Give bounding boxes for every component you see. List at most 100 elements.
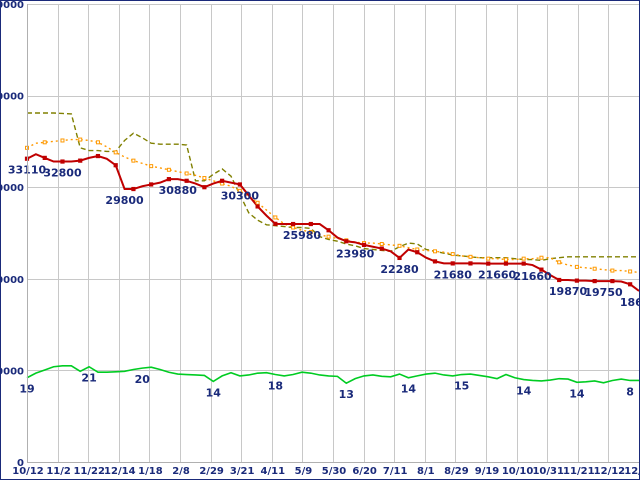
x-axis-tick-label: 8/1 bbox=[417, 466, 435, 477]
x-axis-tick-label: 1/18 bbox=[138, 466, 163, 477]
data-point-marker bbox=[273, 221, 278, 226]
data-point-marker bbox=[255, 200, 260, 205]
data-point-marker bbox=[60, 159, 65, 164]
data-point-marker bbox=[78, 158, 83, 163]
data-point-marker bbox=[610, 278, 615, 284]
data-point-label: 21680 bbox=[434, 268, 473, 281]
x-axis-tick-label: 10/12 bbox=[12, 466, 44, 477]
series-line-upper-band bbox=[27, 112, 639, 262]
data-point-label: 14 bbox=[569, 387, 585, 400]
data-point-label: 15 bbox=[454, 380, 469, 393]
data-point-label: 23980 bbox=[336, 247, 375, 260]
data-point-marker bbox=[521, 261, 526, 266]
data-point-marker bbox=[131, 186, 136, 192]
data-point-marker bbox=[308, 230, 313, 235]
x-axis-tick-label: 7/11 bbox=[383, 466, 408, 477]
data-point-label: 18 bbox=[268, 380, 283, 393]
data-point-marker bbox=[326, 228, 331, 233]
data-point-marker bbox=[113, 163, 118, 168]
series-line-mid-band bbox=[26, 138, 640, 274]
data-point-marker bbox=[60, 138, 65, 143]
data-point-label: 22280 bbox=[380, 263, 419, 276]
data-point-label: 18680 bbox=[620, 296, 640, 309]
data-point-marker bbox=[539, 267, 544, 272]
data-point-label: 21660 bbox=[478, 269, 517, 282]
data-point-marker bbox=[95, 153, 101, 159]
data-point-marker bbox=[468, 261, 473, 266]
data-point-marker bbox=[503, 261, 509, 266]
data-point-marker bbox=[610, 268, 615, 273]
data-point-marker bbox=[184, 178, 189, 183]
data-point-marker bbox=[539, 255, 544, 260]
data-point-marker bbox=[486, 256, 491, 261]
data-point-marker bbox=[237, 188, 242, 193]
data-point-marker bbox=[503, 257, 508, 262]
data-point-marker bbox=[255, 204, 260, 209]
data-point-marker bbox=[202, 176, 207, 181]
data-point-marker bbox=[95, 140, 100, 145]
data-point-marker bbox=[149, 164, 154, 169]
data-point-label: 21 bbox=[81, 372, 96, 385]
data-point-marker bbox=[628, 269, 633, 274]
x-axis-tick-label: 3/21 bbox=[230, 466, 255, 477]
y-axis-tick-labels: 50000 40000 30000 20000 10000 0 bbox=[0, 0, 24, 469]
data-point-label: 14 bbox=[206, 386, 222, 399]
series-line-volume-line bbox=[26, 365, 639, 385]
series-line-main-line bbox=[26, 153, 640, 292]
y-axis-tick-label: 40000 bbox=[0, 92, 24, 103]
data-point-marker bbox=[202, 185, 207, 190]
data-point-marker bbox=[379, 246, 384, 251]
data-point-marker bbox=[592, 278, 597, 284]
data-point-marker bbox=[290, 221, 296, 227]
data-point-marker bbox=[557, 260, 562, 265]
data-point-marker bbox=[450, 252, 455, 257]
data-point-label: 19750 bbox=[584, 286, 623, 299]
data-point-marker bbox=[432, 259, 438, 264]
data-point-marker bbox=[415, 250, 420, 255]
series-markers-group bbox=[24, 137, 633, 287]
data-point-label: 13 bbox=[339, 388, 354, 401]
data-point-marker bbox=[149, 182, 154, 187]
x-axis-tick-label: 12/14 bbox=[104, 466, 136, 477]
y-axis-tick-label: 50000 bbox=[0, 0, 24, 11]
x-axis-tick-labels: 10/12 11/2 11/22 12/14 1/18 2/8 2/29 3/21 4/11 5/… bbox=[12, 466, 640, 477]
y-axis-tick-label: 0 bbox=[17, 458, 24, 469]
data-point-marker bbox=[344, 239, 349, 244]
data-point-marker bbox=[628, 282, 633, 287]
data-point-marker bbox=[397, 255, 402, 261]
data-point-label: 21660 bbox=[513, 270, 552, 283]
x-axis-tick-label: 11/22 bbox=[73, 466, 105, 477]
data-point-marker bbox=[557, 277, 562, 283]
data-point-label: 19870 bbox=[549, 285, 588, 298]
data-point-marker bbox=[166, 177, 172, 182]
data-point-marker bbox=[166, 167, 171, 172]
data-point-marker bbox=[42, 140, 47, 145]
x-axis-tick-label: 5/30 bbox=[322, 466, 347, 477]
data-point-label: 14 bbox=[401, 383, 417, 396]
x-axis-tick-label: 10/31 bbox=[532, 466, 564, 477]
y-axis-tick-label: 30000 bbox=[0, 183, 24, 194]
series-lines-group bbox=[26, 112, 640, 385]
data-point-marker bbox=[308, 221, 313, 227]
data-point-label: 14 bbox=[516, 385, 532, 398]
data-point-marker bbox=[131, 158, 136, 163]
data-point-marker bbox=[184, 171, 189, 176]
data-point-marker bbox=[113, 150, 118, 155]
data-point-label: 29800 bbox=[105, 194, 144, 207]
x-axis-tick-label: 10/10 bbox=[502, 466, 534, 477]
x-axis-tick-label: 4/11 bbox=[261, 466, 286, 477]
data-point-marker bbox=[574, 264, 579, 269]
x-axis-tick-label: 5/9 bbox=[295, 466, 313, 477]
data-point-label: 32800 bbox=[43, 167, 82, 180]
data-point-marker bbox=[468, 254, 473, 259]
data-point-marker bbox=[379, 241, 384, 246]
data-point-marker bbox=[433, 249, 437, 254]
x-axis-tick-label: 11/21 bbox=[563, 466, 595, 477]
data-point-labels-group: 3311032800298003088030300259802398022280… bbox=[8, 164, 640, 402]
data-point-label: 8 bbox=[626, 385, 634, 398]
x-axis-tick-label: 12/12 bbox=[594, 466, 626, 477]
x-axis-tick-label: 2/8 bbox=[172, 466, 190, 477]
data-point-label: 30880 bbox=[159, 184, 198, 197]
